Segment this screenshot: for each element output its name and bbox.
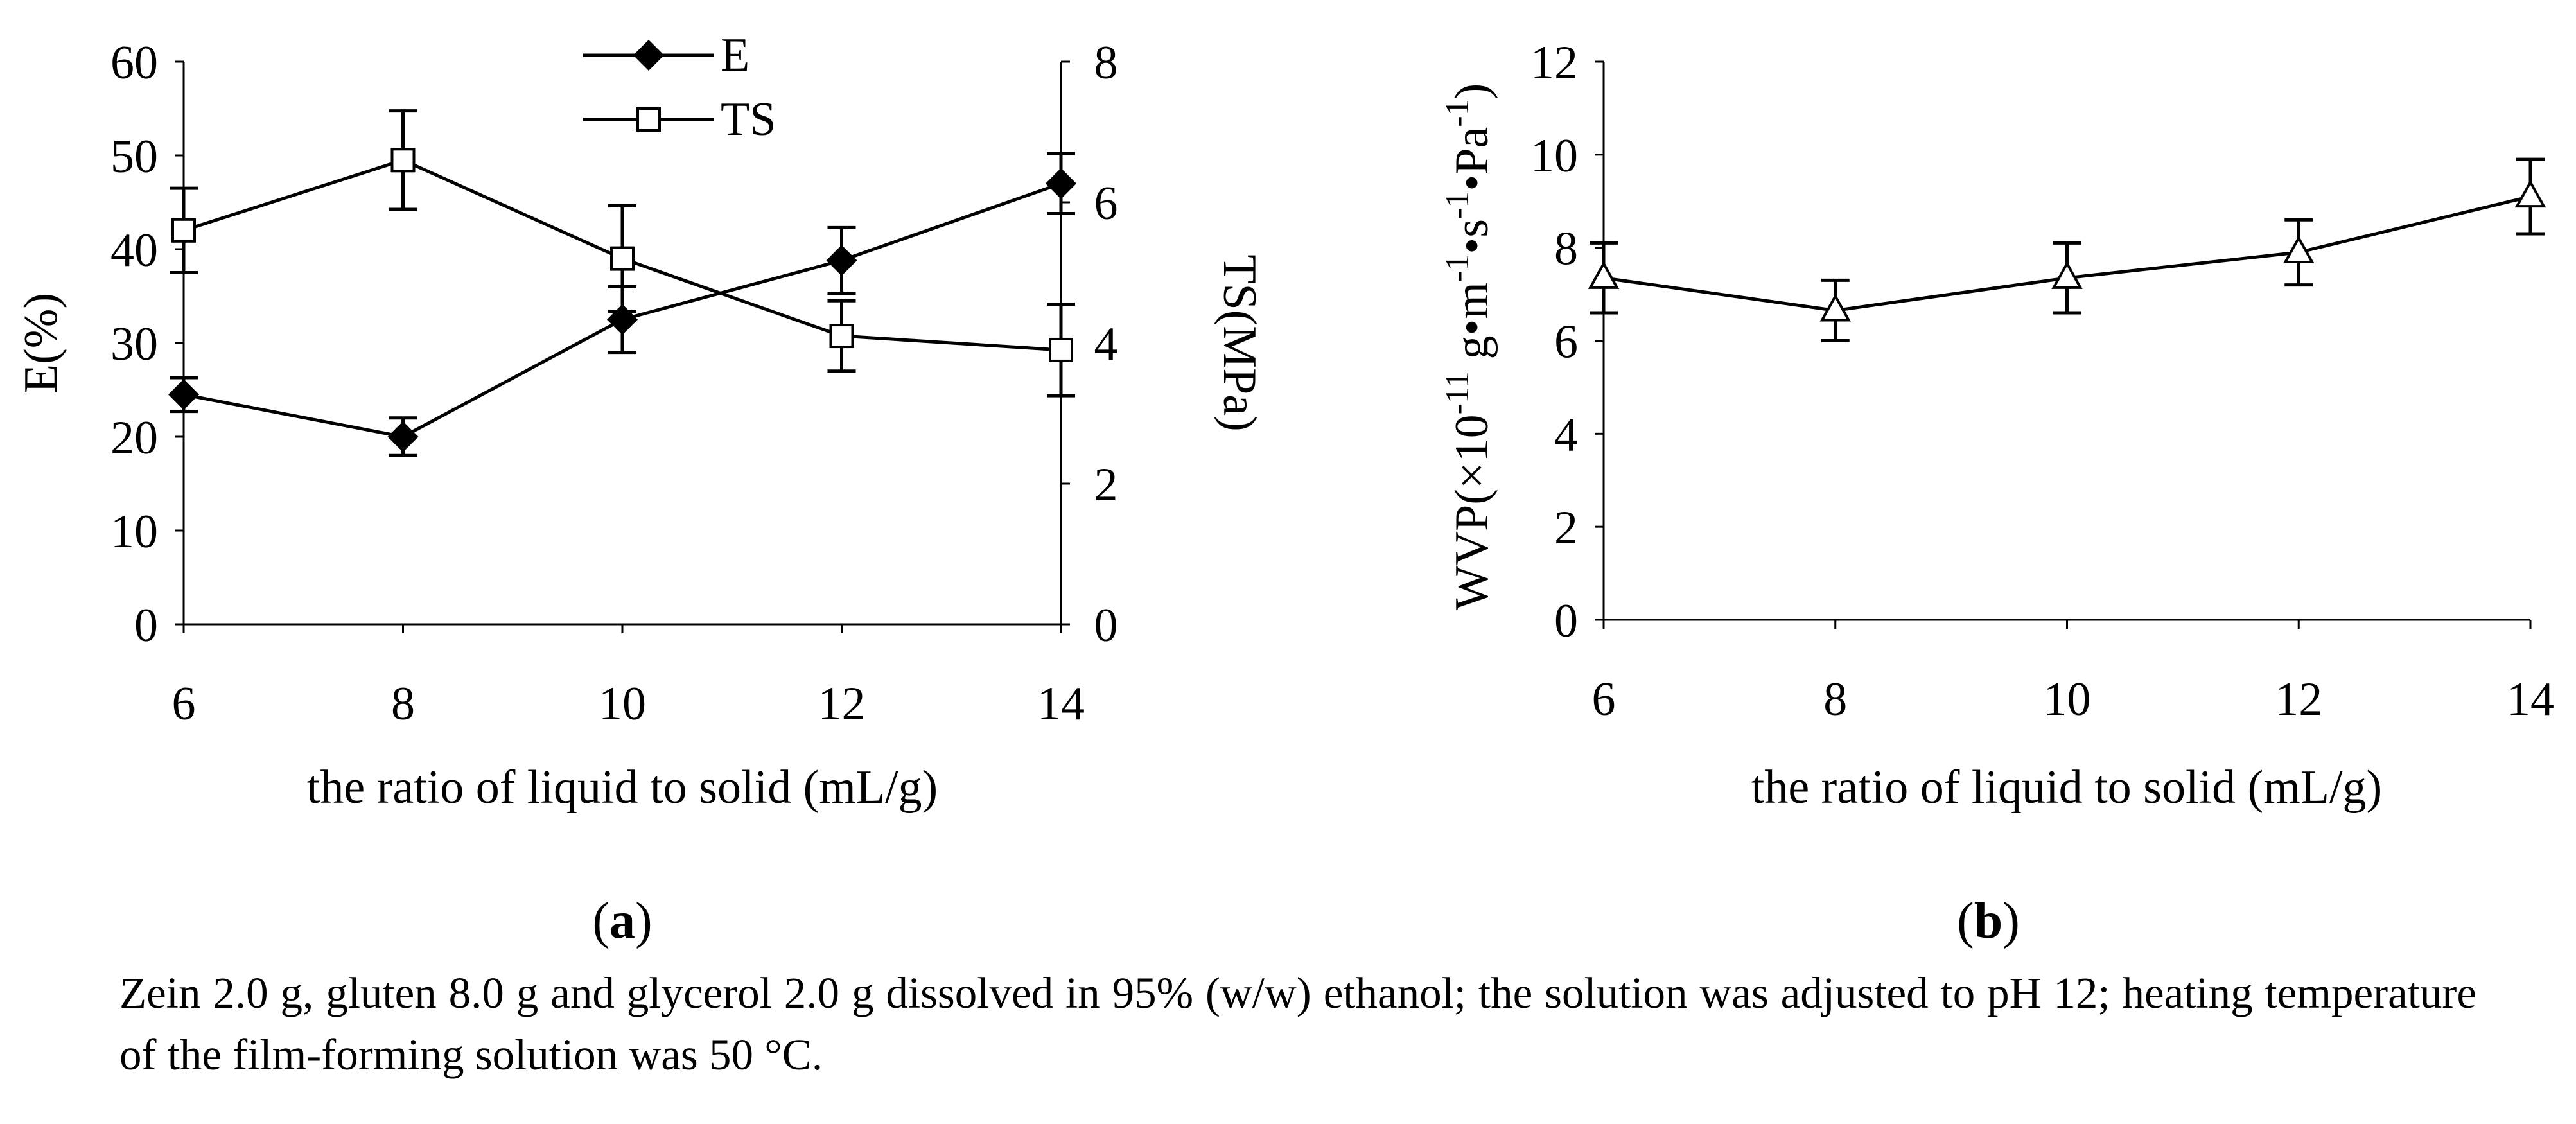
legend-ts-marker — [636, 107, 661, 132]
data-point-ts — [829, 324, 854, 349]
x-tick-label: 12 — [2275, 673, 2322, 726]
wvp-mid2: •s — [1446, 219, 1498, 254]
panel-a-y-label: E(%) — [15, 293, 67, 393]
panel-a-label: (a) — [592, 893, 652, 949]
panel-a-y2-ticks: 0 2 4 6 8 — [1061, 37, 1118, 652]
x-tick-label: 10 — [2044, 673, 2091, 726]
y-tick-label: 2 — [1554, 502, 1578, 554]
panel-a-y2-label: TS(MPa) — [1213, 254, 1266, 431]
data-point-e — [826, 245, 857, 276]
y-tick-label: 4 — [1554, 408, 1578, 461]
panel-a-legend: E TS — [583, 29, 776, 146]
data-point-e — [168, 379, 200, 410]
y-tick-label: 0 — [1554, 595, 1578, 647]
data-point-wvp — [2282, 235, 2315, 264]
x-tick-label: 6 — [172, 678, 196, 730]
y2-tick-label: 6 — [1094, 177, 1118, 230]
panel-b-y-label: WVP(×10-11 g•m-1•s-1•Pa-1) — [1439, 83, 1498, 610]
wvp-exp2: -1 — [1439, 254, 1476, 282]
y-tick-label: 20 — [110, 412, 158, 464]
x-tick-label: 14 — [1037, 678, 1085, 730]
panel-b: 0 2 4 6 8 10 12 6 8 10 12 14 the ratio of liquid t… — [1439, 37, 2554, 814]
data-point-ts — [610, 246, 635, 271]
data-point-ts — [1049, 337, 1073, 362]
data-point-e — [1045, 168, 1077, 199]
y2-tick-label: 0 — [1094, 599, 1118, 652]
y-tick-label: 10 — [1530, 130, 1578, 182]
data-point-e — [387, 421, 419, 453]
x-tick-label: 12 — [818, 678, 866, 730]
x-tick-label: 6 — [1592, 673, 1616, 726]
y-tick-label: 6 — [1554, 316, 1578, 369]
data-point-ts — [390, 148, 416, 173]
x-tick-label: 10 — [599, 678, 646, 730]
y2-tick-label: 2 — [1094, 459, 1118, 511]
legend-e-label: E — [721, 29, 749, 82]
x-tick-label: 8 — [391, 678, 415, 730]
y2-tick-label: 8 — [1094, 37, 1118, 89]
panel-b-x-label: the ratio of liquid to solid (mL/g) — [1751, 761, 2382, 814]
wvp-mid: g•m — [1446, 282, 1498, 371]
figure-caption: Zein 2.0 g, gluten 8.0 g and glycerol 2.… — [119, 969, 2476, 1079]
data-point-wvp — [1819, 294, 1852, 322]
y2-tick-label: 4 — [1094, 318, 1118, 371]
data-point-ts — [171, 218, 196, 243]
data-point-wvp — [1588, 261, 1620, 289]
x-tick-label: 8 — [1823, 673, 1847, 726]
wvp-mid3: •Pa — [1446, 127, 1498, 191]
data-point-wvp — [2514, 179, 2546, 208]
wvp-exp3: -1 — [1439, 191, 1476, 219]
x-tick-label: 14 — [2507, 673, 2554, 726]
panel-b-series — [1588, 157, 2546, 342]
panel-a: 0 10 20 30 40 50 60 0 2 4 6 8 6 8 10 12 14 the ratio o… — [15, 29, 1266, 814]
data-point-wvp — [2051, 261, 2083, 289]
wvp-base: WVP(×10 — [1446, 414, 1498, 610]
legend-ts-label: TS — [721, 93, 776, 146]
wvp-end: ) — [1446, 83, 1498, 100]
panel-b-y-ticks: 0 2 4 6 8 10 12 — [1530, 37, 1604, 647]
wvp-exp1: -11 — [1439, 371, 1476, 414]
panel-a-x-label: the ratio of liquid to solid (mL/g) — [307, 761, 938, 814]
panel-b-x-ticks: 6 8 10 12 14 — [1592, 620, 2554, 726]
y-tick-label: 8 — [1554, 223, 1578, 276]
wvp-exp4: -1 — [1439, 99, 1476, 127]
y-tick-label: 30 — [110, 318, 158, 371]
panel-b-label: (b) — [1957, 893, 2020, 949]
y-tick-label: 40 — [110, 224, 158, 277]
panel-a-letter: a — [609, 893, 635, 949]
panel-b-letter: b — [1974, 893, 2003, 949]
y-tick-label: 0 — [134, 599, 158, 652]
panel-a-y-ticks: 0 10 20 30 40 50 60 — [110, 37, 184, 652]
y-tick-label: 12 — [1530, 37, 1578, 89]
y-tick-label: 10 — [110, 505, 158, 558]
y-tick-label: 50 — [110, 130, 158, 183]
panel-a-x-ticks: 6 8 10 12 14 — [172, 624, 1085, 730]
panel-a-series — [168, 109, 1077, 457]
legend-e-marker — [633, 39, 665, 71]
y-tick-label: 60 — [110, 37, 158, 89]
